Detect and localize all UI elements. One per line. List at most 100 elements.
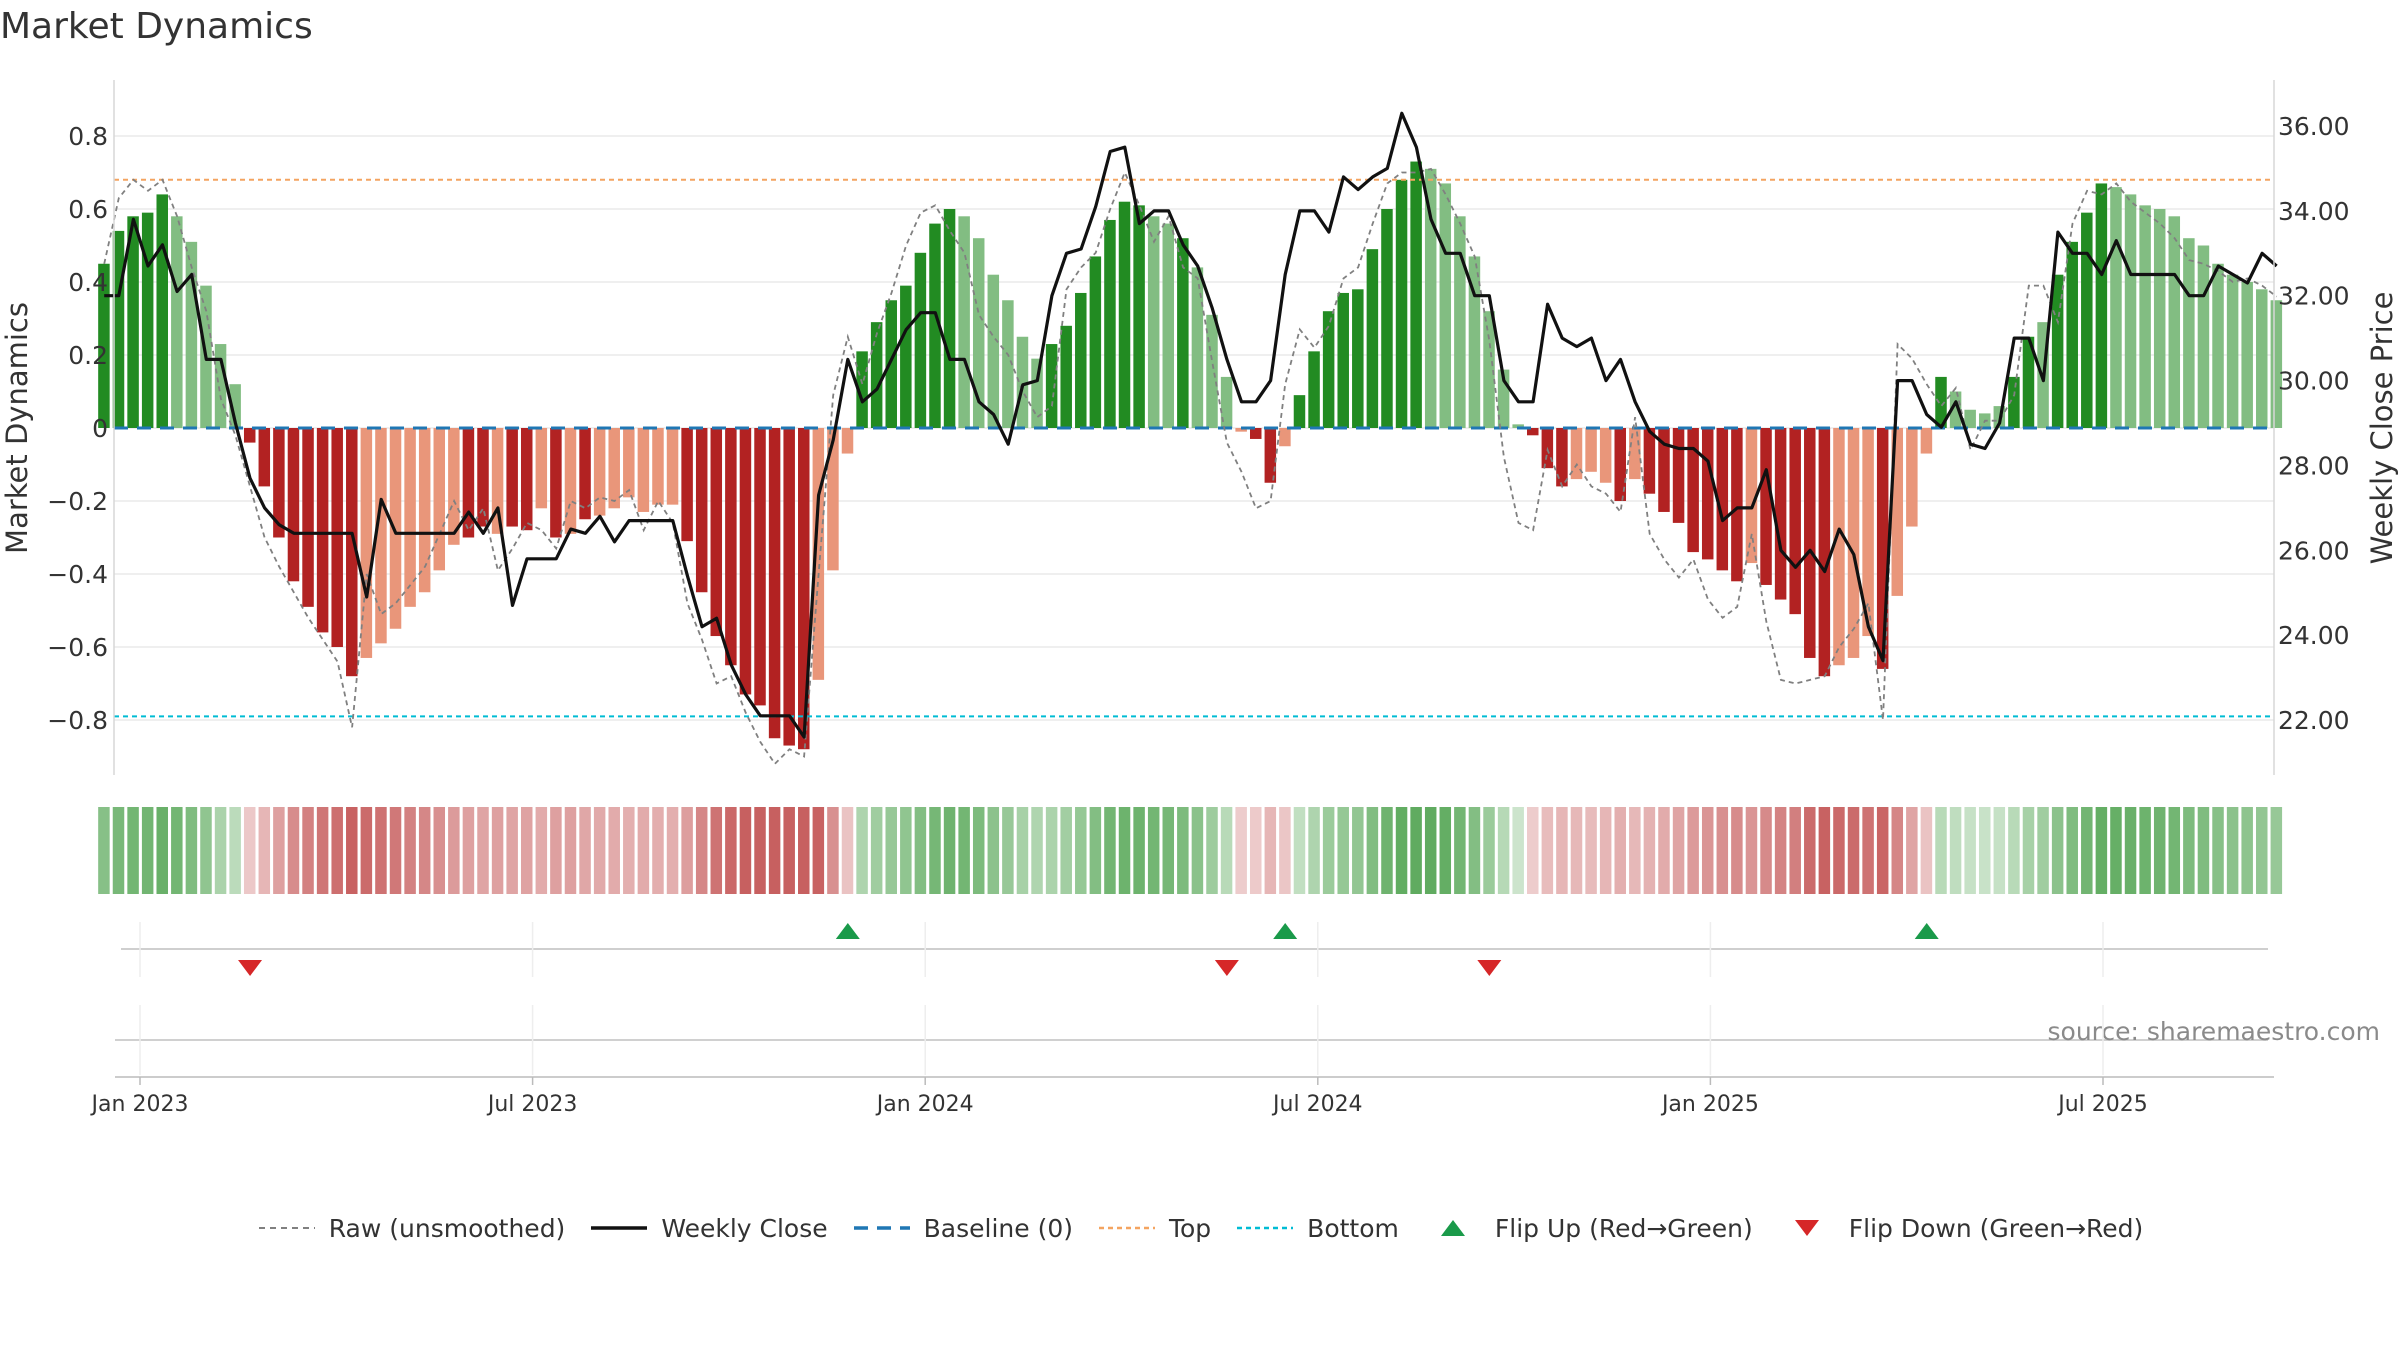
regime-strip-cell bbox=[1599, 807, 1612, 894]
regime-strip-cell bbox=[171, 807, 183, 894]
regime-strip-cell bbox=[375, 807, 387, 894]
momentum-bar bbox=[885, 300, 897, 428]
regime-strip-cell bbox=[637, 807, 650, 894]
regime-strip-cell bbox=[1614, 807, 1626, 894]
momentum-bar bbox=[331, 428, 343, 647]
legend-close-label: Weekly Close bbox=[661, 1213, 828, 1243]
regime-strip-cell bbox=[535, 807, 548, 894]
regime-strip-cell bbox=[1949, 807, 1962, 894]
regime-strip-cell bbox=[681, 807, 693, 894]
regime-strip-cell bbox=[2183, 807, 2195, 894]
regime-strip-cell bbox=[1454, 807, 1466, 894]
y-tick-label: 0.4 bbox=[68, 268, 108, 297]
x-tick-labels: Jan 2023 Jul 2023 Jan 2024 Jul 2024 Jan 2025… bbox=[90, 1077, 2148, 1117]
momentum-bar bbox=[987, 274, 1000, 428]
regime-strip-cell bbox=[1118, 807, 1131, 894]
momentum-bar bbox=[623, 428, 635, 498]
momentum-bar bbox=[1104, 219, 1116, 428]
y-tick-label: −0.4 bbox=[47, 560, 108, 589]
momentum-bar bbox=[943, 209, 956, 428]
y-axis-label: Market Dynamics bbox=[0, 302, 34, 554]
regime-strip-cell bbox=[214, 807, 227, 894]
momentum-bar bbox=[2066, 241, 2078, 428]
momentum-bar bbox=[433, 428, 446, 571]
momentum-bar bbox=[1191, 267, 1204, 428]
momentum-bar bbox=[1920, 428, 1933, 454]
momentum-bar bbox=[127, 216, 139, 428]
momentum-bar bbox=[2168, 216, 2181, 428]
regime-strip-cell bbox=[972, 807, 985, 894]
y-tick-label: −0.2 bbox=[47, 487, 108, 516]
regime-strip-cell bbox=[783, 807, 795, 894]
regime-strip-cell bbox=[1410, 807, 1422, 894]
regime-strip-cell bbox=[958, 807, 970, 894]
momentum-bar bbox=[652, 428, 664, 505]
regime-strip-cell bbox=[1264, 807, 1277, 894]
momentum-bar bbox=[564, 428, 577, 534]
momentum-bar bbox=[316, 428, 329, 633]
x-tick-label: Jul 2024 bbox=[1271, 1092, 1363, 1117]
momentum-bar bbox=[1016, 336, 1029, 428]
momentum-bar bbox=[1658, 428, 1670, 512]
momentum-bar bbox=[1687, 428, 1699, 553]
legend-top-label: Top bbox=[1168, 1213, 1212, 1243]
momentum-bar bbox=[1439, 183, 1452, 428]
regime-strip-cell bbox=[2095, 807, 2108, 894]
momentum-bar bbox=[535, 428, 548, 509]
momentum-bar bbox=[2270, 300, 2283, 428]
regime-strip-cell bbox=[127, 807, 139, 894]
regime-strip-cell bbox=[2226, 807, 2239, 894]
regime-strip-cell bbox=[914, 807, 927, 894]
legend-raw-label: Raw (unsmoothed) bbox=[328, 1213, 566, 1243]
y2-tick-label: 34.00 bbox=[2278, 197, 2350, 226]
regime-strip-cell bbox=[520, 807, 533, 894]
regime-strip-cell bbox=[1483, 807, 1495, 894]
regime-strip-cell bbox=[331, 807, 343, 894]
momentum-bar bbox=[477, 428, 489, 527]
flip-down-marker bbox=[1477, 960, 1502, 976]
regime-strip-cell bbox=[1789, 807, 1801, 894]
regime-strip-cell bbox=[185, 807, 198, 894]
momentum-bar bbox=[768, 428, 781, 739]
momentum-bar bbox=[1629, 428, 1641, 480]
y2-axis-label: Weekly Close Price bbox=[2365, 292, 2399, 565]
regime-strip-cell bbox=[1366, 807, 1379, 894]
momentum-bar bbox=[214, 344, 227, 428]
regime-strip-cell bbox=[1104, 807, 1116, 894]
regime-strip-cell bbox=[200, 807, 212, 894]
momentum-bar bbox=[243, 428, 256, 443]
regime-strip-cell bbox=[1497, 807, 1510, 894]
regime-strip-cell bbox=[404, 807, 416, 894]
momentum-bar bbox=[1789, 428, 1801, 615]
momentum-bar bbox=[1833, 428, 1845, 666]
momentum-bar bbox=[681, 428, 693, 542]
legend-flip-down-label: Flip Down (Green→Red) bbox=[1848, 1213, 2144, 1243]
flip-down-marker bbox=[238, 960, 263, 976]
regime-strip-cell bbox=[593, 807, 606, 894]
momentum-bar bbox=[375, 428, 387, 644]
regime-strip-cell bbox=[1643, 807, 1656, 894]
regime-strip-cell bbox=[418, 807, 431, 894]
momentum-bar bbox=[1060, 325, 1072, 428]
regime-strip-cell bbox=[1935, 807, 1947, 894]
regime-strip-cell bbox=[1833, 807, 1845, 894]
momentum-bar bbox=[929, 223, 941, 428]
momentum-bar bbox=[1527, 428, 1539, 436]
regime-strip-cell bbox=[1191, 807, 1204, 894]
regime-strip-cell bbox=[1162, 807, 1175, 894]
momentum-bar bbox=[506, 428, 518, 527]
momentum-bar bbox=[1643, 428, 1656, 494]
regime-strip-cell bbox=[1133, 807, 1145, 894]
regime-strip-cell bbox=[462, 807, 475, 894]
momentum-bar bbox=[185, 241, 198, 428]
momentum-bar bbox=[302, 428, 314, 607]
regime-strip-cell bbox=[550, 807, 562, 894]
regime-strip-cell bbox=[1629, 807, 1641, 894]
momentum-bar bbox=[1279, 428, 1291, 447]
reference-lines bbox=[114, 178, 2274, 718]
regime-strip-cell bbox=[1906, 807, 1918, 894]
momentum-bar bbox=[1935, 376, 1947, 428]
regime-strip-cell bbox=[1235, 807, 1247, 894]
regime-strip-cell bbox=[739, 807, 752, 894]
